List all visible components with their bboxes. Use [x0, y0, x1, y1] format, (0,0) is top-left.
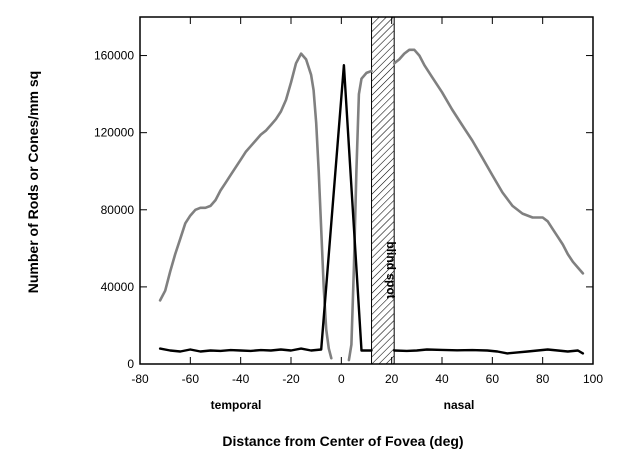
plot-area: [139, 16, 594, 365]
x-tick-label: 100: [583, 372, 603, 386]
cones-line-segment-1: [393, 348, 585, 355]
series-layer: [158, 48, 585, 362]
y-axis: 0 40000 80000 120000 160000: [94, 49, 593, 371]
nasal-label: nasal: [444, 398, 475, 412]
blind-spot-label: blind spot: [384, 241, 398, 298]
temporal-label: temporal: [211, 398, 262, 412]
x-tick-label: 80: [536, 372, 550, 386]
x-tick-label: -60: [182, 372, 200, 386]
x-tick-label: 20: [385, 372, 399, 386]
y-tick-label: 40000: [101, 280, 135, 294]
x-tick-label: 40: [435, 372, 449, 386]
x-axis-title: Distance from Center of Fovea (deg): [222, 433, 463, 449]
rods-line-segment-0: [158, 52, 333, 360]
y-tick-label: 120000: [94, 126, 134, 140]
y-axis-title: Number of Rods or Cones/mm sq: [25, 71, 41, 293]
x-tick-label: -80: [131, 372, 149, 386]
x-tick-label: 0: [338, 372, 345, 386]
rods-line-segment-1: [347, 69, 373, 362]
cones-line-segment-0: [158, 64, 373, 353]
x-axis: -80 -60 -40 -20 0 20 40 60 80 100: [131, 17, 603, 386]
x-tick-label: 60: [486, 372, 500, 386]
rods-line-segment-2: [392, 48, 585, 275]
blind-spot-region: [371, 16, 395, 365]
x-tick-label: -40: [232, 372, 250, 386]
y-tick-label: 80000: [101, 203, 135, 217]
y-tick-label: 0: [127, 357, 134, 371]
x-tick-label: -20: [282, 372, 300, 386]
y-tick-label: 160000: [94, 49, 134, 63]
